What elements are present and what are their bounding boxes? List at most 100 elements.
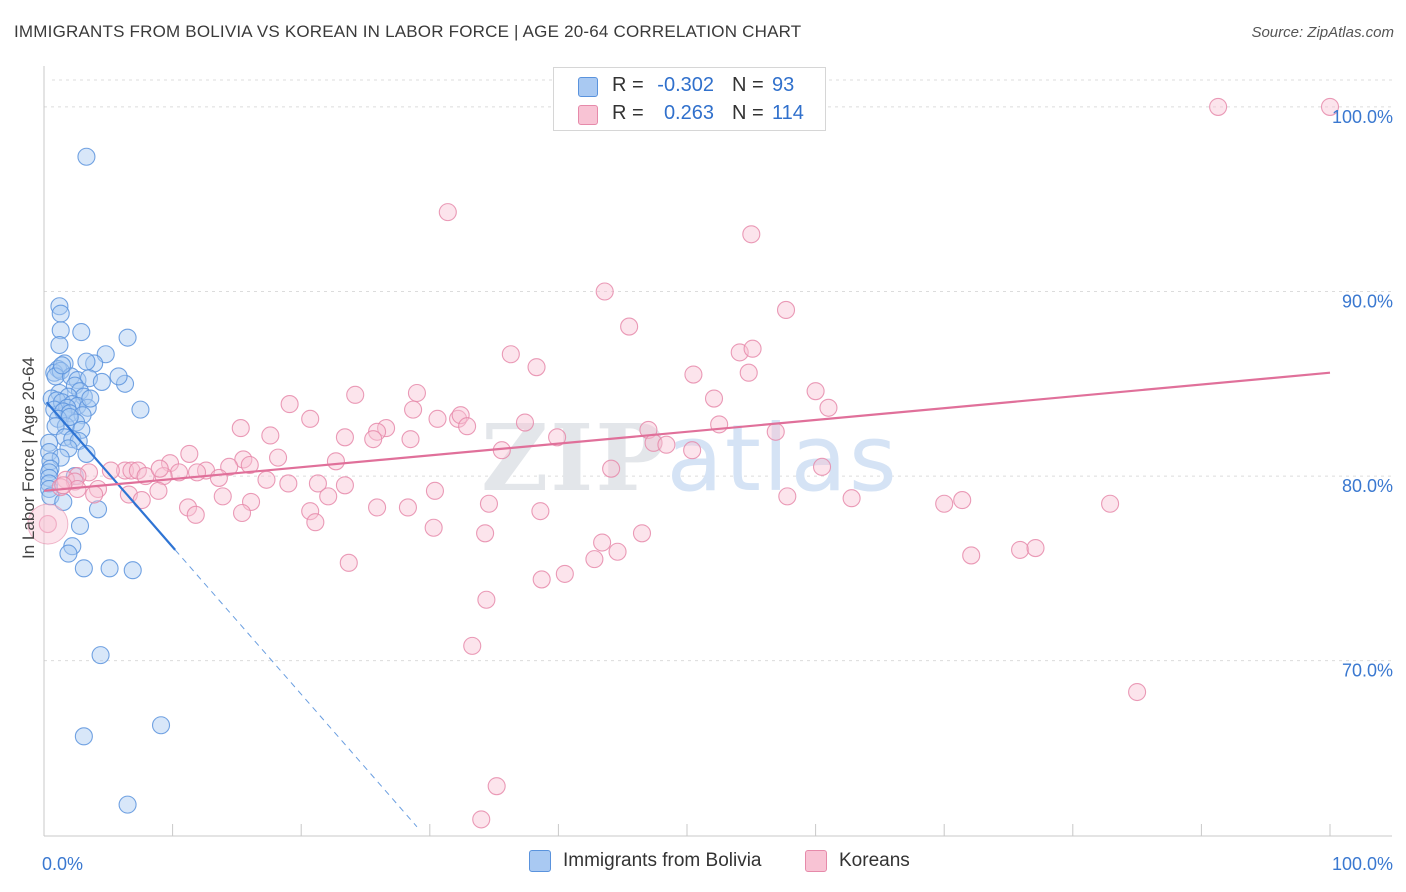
bolivia-point (115, 374, 135, 393)
korean-point (150, 459, 169, 478)
grid-lines (44, 79, 1392, 662)
korean-point (404, 400, 423, 419)
korean-point (438, 203, 457, 222)
korean-point (398, 498, 417, 517)
korean-point (476, 524, 495, 543)
bolivia-point (51, 304, 70, 323)
korean-point (346, 385, 365, 404)
korean-point (401, 430, 420, 449)
r-label: R = (612, 74, 644, 96)
bolivia-point (77, 352, 96, 371)
korean-point (209, 468, 228, 487)
bolivia-point (72, 323, 91, 342)
korean-point (169, 463, 189, 482)
korean-point (806, 382, 825, 401)
legend-label-koreans: Koreans (839, 850, 910, 871)
stats-swatch-koreans (578, 105, 598, 125)
tick-labels: 100.0% 90.0% 80.0% 70.0% 0.0% 100.0% (42, 107, 1393, 874)
bolivia-point (100, 559, 119, 578)
korean-point (364, 430, 383, 449)
korean-point (595, 282, 614, 301)
x-tick-label: 100.0% (1332, 854, 1393, 874)
korean-point (149, 481, 168, 500)
korean-point (101, 461, 120, 480)
bolivia-trend-line (45, 401, 177, 551)
korean-point (548, 428, 567, 447)
bolivia-point (51, 361, 70, 380)
korean-point (425, 481, 444, 500)
bolivia-point (59, 439, 78, 458)
korean-point (1026, 539, 1045, 558)
korean-point (683, 441, 702, 460)
korean-point (739, 363, 758, 382)
korean-point (280, 395, 299, 414)
korean-point (953, 491, 972, 510)
korean-point (620, 317, 639, 336)
stats-swatch-bolivia (578, 77, 598, 97)
legend-swatch-bolivia (529, 850, 551, 872)
korean-point (240, 455, 259, 475)
r-value: -0.302 (657, 74, 714, 96)
chart-legend: Immigrants from Bolivia Koreans (0, 850, 1406, 880)
legend-swatch-koreans (805, 850, 827, 872)
data-points (27, 97, 1340, 829)
bolivia-trend-extension (174, 549, 418, 828)
korean-point (593, 533, 612, 552)
korean-point (122, 461, 141, 480)
axes (43, 66, 1392, 837)
korean-point (407, 383, 426, 403)
bolivia-point (118, 795, 137, 814)
korean-point (335, 476, 354, 495)
korean-point (776, 300, 796, 320)
n-value: 93 (772, 74, 795, 96)
korean-point (704, 389, 724, 408)
korean-point (1209, 97, 1228, 116)
bolivia-point (151, 716, 171, 735)
korean-point (186, 505, 205, 524)
korean-point (257, 470, 276, 489)
stats-legend-box: R = -0.302 N = 93 R = 0.263 N = 114 (553, 67, 826, 131)
korean-point (428, 409, 447, 428)
bolivia-point (118, 328, 137, 347)
bolivia-point (52, 356, 72, 375)
bolivia-point (77, 444, 96, 463)
y-tick-label: 70.0% (1342, 661, 1393, 681)
korean-point (301, 502, 320, 521)
bolivia-point (40, 433, 59, 452)
korean-point (487, 777, 506, 796)
korean-point (335, 428, 354, 447)
bolivia-point (74, 727, 93, 746)
korean-point (608, 542, 627, 561)
korean-point (962, 546, 981, 565)
bolivia-point (123, 561, 142, 580)
r-value: 0.263 (663, 102, 714, 124)
bolivia-point (131, 400, 150, 419)
korean-point (585, 550, 604, 569)
korean-point (766, 422, 785, 441)
korean-point (555, 564, 574, 583)
korean-point (1011, 540, 1030, 559)
trend-lines (43, 371, 1331, 828)
korean-point (213, 487, 232, 506)
y-tick-label: 100.0% (1332, 107, 1393, 127)
korean-point (515, 413, 535, 432)
korean-point (657, 435, 676, 454)
korean-point (232, 503, 252, 523)
korean-point (842, 489, 861, 508)
korean-point (79, 463, 99, 482)
bolivia-point (50, 297, 69, 316)
bolivia-point (59, 544, 78, 563)
legend-item-koreans[interactable]: Koreans (805, 850, 910, 872)
r-label: R = (612, 102, 644, 124)
korean-point (269, 448, 288, 467)
korean-point (935, 494, 954, 513)
korean-point (1128, 682, 1147, 702)
korean-point (451, 406, 470, 425)
bolivia-point (60, 407, 79, 427)
n-value: 114 (772, 102, 804, 124)
y-tick-label: 80.0% (1342, 476, 1393, 496)
legend-item-bolivia[interactable]: Immigrants from Bolivia (529, 850, 762, 872)
bolivia-point (77, 147, 96, 166)
korean-point (326, 452, 345, 471)
